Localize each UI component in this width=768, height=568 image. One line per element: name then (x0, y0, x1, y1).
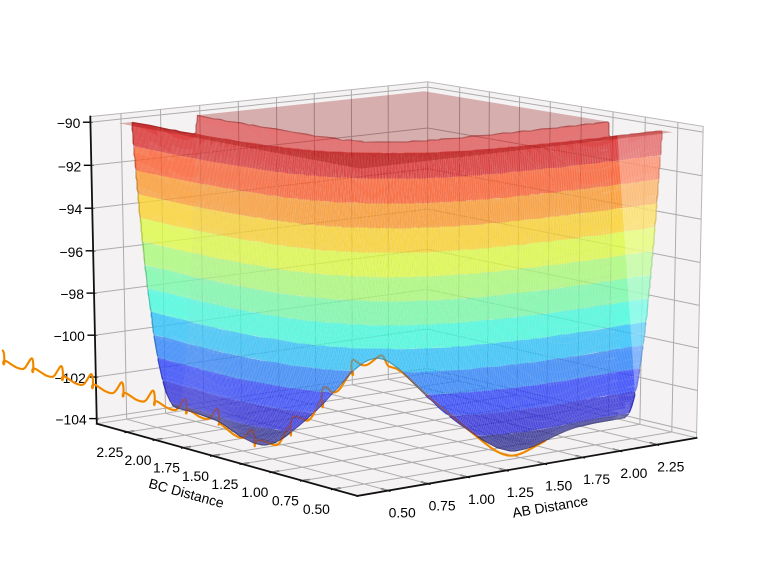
svg-text:1.75: 1.75 (153, 460, 180, 476)
svg-text:−98: −98 (60, 286, 84, 302)
svg-text:2.25: 2.25 (657, 459, 684, 475)
svg-text:−104: −104 (55, 412, 87, 428)
svg-text:1.00: 1.00 (468, 491, 495, 507)
svg-text:−100: −100 (54, 328, 86, 344)
svg-text:0.50: 0.50 (389, 504, 416, 520)
svg-text:1.50: 1.50 (545, 478, 572, 494)
svg-text:1.25: 1.25 (507, 484, 534, 500)
svg-text:−90: −90 (57, 115, 81, 131)
svg-text:−102: −102 (55, 370, 87, 386)
svg-text:−96: −96 (60, 244, 84, 260)
svg-text:1.50: 1.50 (182, 468, 209, 484)
svg-text:0.50: 0.50 (303, 501, 330, 517)
svg-text:−94: −94 (59, 201, 83, 217)
svg-text:2.00: 2.00 (124, 452, 151, 468)
svg-text:0.75: 0.75 (272, 493, 299, 509)
svg-text:1.25: 1.25 (211, 476, 238, 492)
svg-text:−92: −92 (58, 158, 82, 174)
svg-text:2.25: 2.25 (96, 444, 123, 460)
svg-text:0.75: 0.75 (429, 498, 456, 514)
svg-text:1.00: 1.00 (241, 484, 268, 500)
svg-text:1.75: 1.75 (583, 471, 610, 487)
svg-text:2.00: 2.00 (620, 465, 647, 481)
